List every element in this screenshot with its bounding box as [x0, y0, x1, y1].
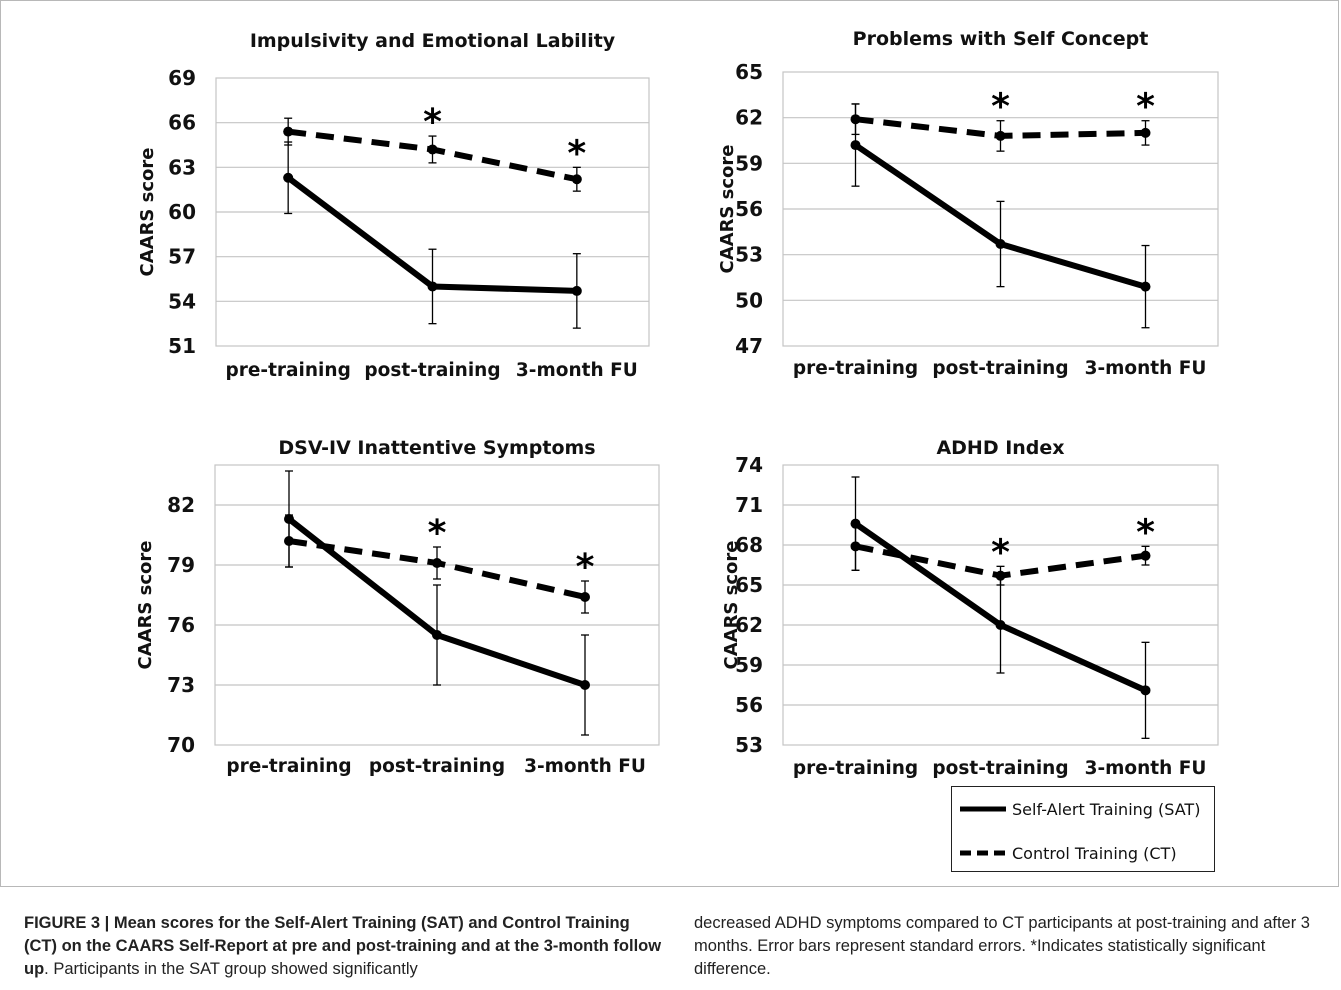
chart3-sat-data-point — [432, 630, 442, 640]
chart3-category-label: 3-month FU — [524, 756, 646, 777]
charts-canvas: 51 54 57 60 63 66 69 Impulsivity and Emotional … — [135, 28, 1219, 779]
chart1-sat-data-point — [283, 172, 294, 183]
chart4-y-axis-label: CAARS score — [721, 541, 742, 670]
chart1-ytick-label: 69 — [168, 66, 196, 90]
chart4-ytick-label: 65 — [735, 573, 763, 597]
chart2-category-label: pre-training — [793, 358, 918, 379]
caption-right-column: decreased ADHD symptoms compared to CT p… — [694, 914, 1310, 978]
chart3-ytick-label: 82 — [167, 493, 195, 517]
chart4-category-label: 3-month FU — [1085, 758, 1207, 779]
chart1-ytick-label: 60 — [168, 200, 196, 224]
chart1-ct-data-point — [283, 126, 294, 137]
chart4-category-label: post-training — [932, 758, 1068, 779]
chart3-ct-data-point — [580, 592, 590, 602]
chart4-ytick-label: 62 — [735, 613, 763, 637]
legend-item-ct: Control Training (CT) — [952, 839, 1177, 867]
chart4-significance-asterisk: * — [991, 532, 1010, 573]
chart3-ytick-label: 73 — [167, 673, 195, 697]
chart2-sat-data-point — [995, 239, 1006, 250]
chart1-category-label: post-training — [364, 360, 500, 381]
chart4-ytick-label: 68 — [735, 533, 763, 557]
chart1-ct-data-point — [427, 144, 438, 155]
chart4-category-label: pre-training — [793, 758, 918, 779]
chart1-ytick-label: 57 — [168, 245, 196, 269]
chart4-sat-data-point — [850, 518, 861, 529]
chart2-ytick-label: 56 — [735, 197, 763, 221]
chart3-category-label: post-training — [369, 756, 505, 777]
chart4-ytick-label: 74 — [735, 453, 763, 477]
chart3-category-label: pre-training — [226, 756, 351, 777]
legend-dashed-line-icon — [960, 850, 1006, 856]
chart2-ct-data-point — [995, 130, 1006, 141]
chart3-ytick-label: 79 — [167, 553, 195, 577]
chart4-ytick-label: 56 — [735, 693, 763, 717]
chart4-significance-asterisk: * — [1136, 512, 1155, 553]
chart1-title: Impulsivity and Emotional Lability — [250, 30, 616, 52]
chart3-sat-data-point — [284, 514, 294, 524]
chart2-sat-data-point — [850, 140, 861, 151]
chart1-ytick-label: 54 — [168, 289, 196, 313]
chart2-significance-asterisk: * — [1136, 87, 1155, 128]
chart3-significance-asterisk: * — [428, 513, 447, 554]
legend-label-ct: Control Training (CT) — [1012, 843, 1177, 863]
figure-frame — [0, 0, 1339, 887]
chart2-ytick-label: 59 — [735, 151, 763, 175]
chart3-significance-asterisk: * — [576, 547, 595, 588]
chart3-ct-data-point — [432, 558, 442, 568]
chart3-ytick-label: 70 — [167, 733, 195, 757]
chart4-sat-data-point — [1140, 685, 1151, 696]
chart1-y-axis-label: CAARS score — [137, 148, 158, 277]
chart2-ytick-label: 62 — [735, 106, 763, 130]
chart1-ytick-label: 63 — [168, 155, 196, 179]
chart1-ct-data-point — [571, 174, 582, 185]
chart4-ct-data-point — [1140, 550, 1151, 561]
legend: Self-Alert Training (SAT) Control Traini… — [951, 786, 1215, 872]
chart2-sat-data-point — [1140, 281, 1151, 292]
caption-left-column: FIGURE 3 | Mean scores for the Self-Aler… — [24, 912, 664, 981]
chart4-ct-data-point — [995, 570, 1006, 581]
chart4-ytick-label: 59 — [735, 653, 763, 677]
chart2-y-axis-label: CAARS score — [717, 145, 738, 274]
chart3-title: DSV-IV Inattentive Symptoms — [278, 437, 595, 459]
chart3-sat-data-point — [580, 680, 590, 690]
chart3-y-axis-label: CAARS score — [135, 541, 156, 670]
chart4-title: ADHD Index — [936, 437, 1064, 459]
chart1-significance-asterisk: * — [423, 102, 442, 143]
legend-solid-line-icon — [960, 806, 1006, 812]
chart4-sat-data-point — [995, 620, 1006, 630]
caption-title: FIGURE 3 | Mean scores for the Self-Aler… — [24, 914, 662, 978]
caption-text-left: . Participants in the SAT group showed s… — [44, 960, 418, 978]
chart2-ytick-label: 65 — [735, 60, 763, 84]
chart1-category-label: pre-training — [226, 360, 351, 381]
chart2-category-label: 3-month FU — [1085, 358, 1207, 379]
chart3-ytick-label: 76 — [167, 613, 195, 637]
chart1-ytick-label: 51 — [168, 334, 196, 358]
chart2-ytick-label: 47 — [735, 334, 763, 358]
chart2-ytick-label: 50 — [735, 288, 763, 312]
chart1-category-label: 3-month FU — [516, 360, 638, 381]
chart1-sat-data-point — [427, 281, 438, 292]
chart2-title: Problems with Self Concept — [853, 28, 1149, 50]
chart2-ytick-label: 53 — [735, 243, 763, 267]
chart1-significance-asterisk: * — [567, 133, 586, 174]
legend-item-sat: Self-Alert Training (SAT) — [952, 795, 1200, 823]
chart1-ytick-label: 66 — [168, 111, 196, 135]
chart2-category-label: post-training — [932, 358, 1068, 379]
chart4-ytick-label: 71 — [735, 493, 763, 517]
chart4-ytick-label: 53 — [735, 733, 763, 757]
legend-label-sat: Self-Alert Training (SAT) — [1012, 799, 1201, 819]
chart2-ct-data-point — [1140, 127, 1151, 138]
chart2-significance-asterisk: * — [991, 87, 1010, 128]
chart1-sat-data-point — [571, 285, 582, 296]
